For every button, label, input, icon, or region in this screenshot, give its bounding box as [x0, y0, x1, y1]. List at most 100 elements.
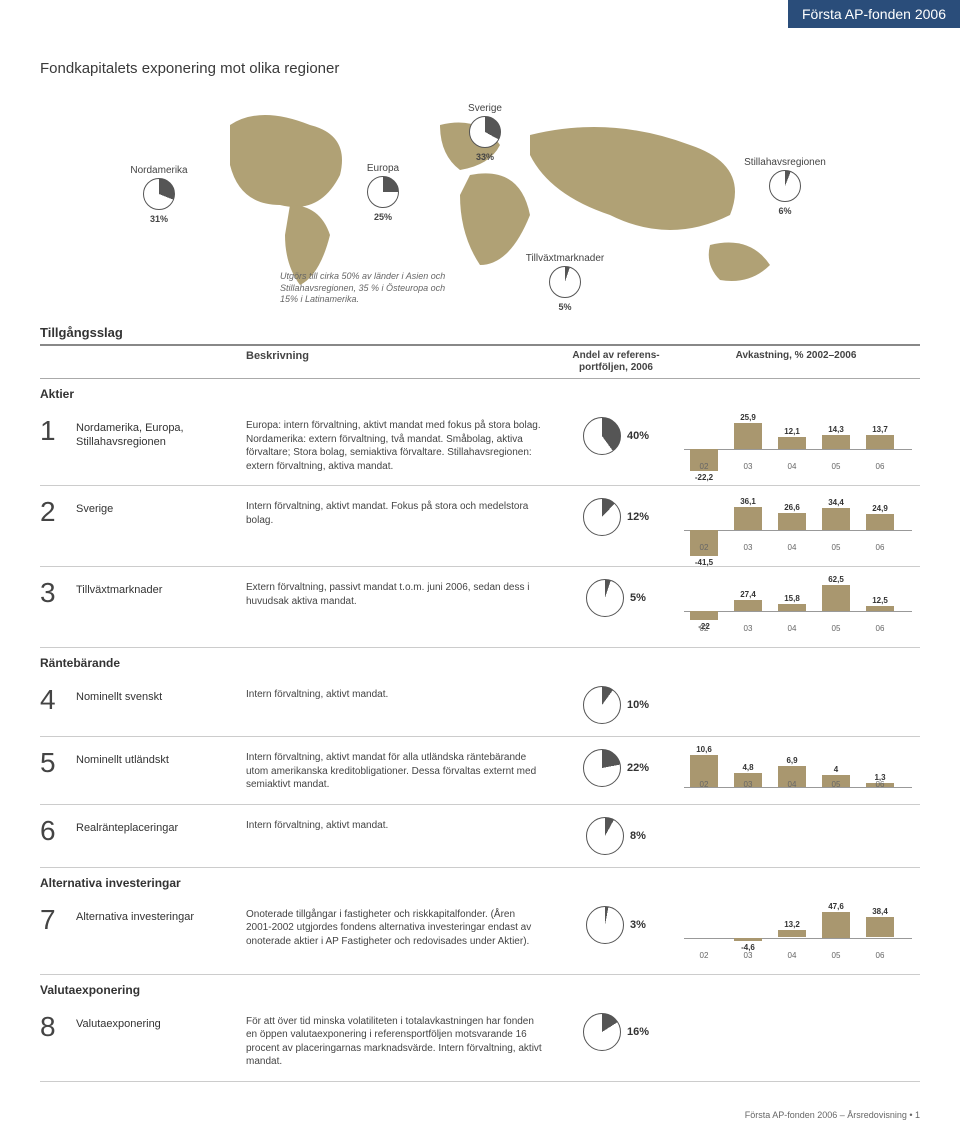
- bar-year-label: 06: [860, 462, 900, 471]
- row-number: 3: [40, 579, 76, 607]
- map-region-label: Nordamerika: [114, 165, 204, 176]
- row-share: 16%: [556, 1013, 676, 1051]
- row-description: För att över tid minska volatiliteten i …: [246, 1013, 556, 1069]
- table-header-row: Beskrivning Andel av referens­portföljen…: [40, 344, 920, 379]
- bar-rect: [778, 930, 806, 937]
- map-region-label: Europa: [338, 163, 428, 174]
- row-name: Tillväxtmarknader: [76, 579, 246, 597]
- bar-group: 405: [816, 751, 856, 777]
- bar-year-label: 02: [684, 462, 724, 471]
- share-pct-label: 3%: [630, 919, 646, 931]
- row-description: Intern förvaltning, aktivt mandat för al…: [246, 749, 556, 792]
- row-name: Nordamerika, Europa, Stillahavsregionen: [76, 417, 246, 450]
- mini-pie-icon: [367, 176, 399, 208]
- row-description: Intern förvaltning, aktivt mandat.: [246, 686, 556, 702]
- map-region-pct: 25%: [338, 212, 428, 222]
- bar-group: 25,903: [728, 419, 768, 459]
- col-header-avkastning: Avkastning, % 2002–2006: [676, 350, 916, 374]
- bar-value-label: 27,4: [728, 590, 768, 599]
- row-description: Europa: intern förvaltning, aktivt manda…: [246, 417, 556, 473]
- share-pie-icon: [586, 579, 624, 617]
- row-number: 2: [40, 498, 76, 526]
- bar-year-label: 06: [860, 624, 900, 633]
- row-share: 3%: [556, 906, 676, 944]
- bar-value-label: 24,9: [860, 504, 900, 513]
- map-region-label: Sverige: [440, 103, 530, 114]
- bar-year-label: 03: [728, 780, 768, 789]
- share-pie-icon: [586, 906, 624, 944]
- share-pct-label: 10%: [627, 699, 649, 711]
- group-title: Räntebärande: [40, 648, 920, 674]
- row-name: Nominellt svenskt: [76, 686, 246, 704]
- group-title: Alternativa investeringar: [40, 868, 920, 894]
- bar-group: 34,405: [816, 500, 856, 540]
- bar-year-label: 06: [860, 780, 900, 789]
- bar-group: 02: [684, 908, 724, 948]
- bar-group: 12,506: [860, 581, 900, 621]
- world-map-region: Nordamerika31%Europa25%Sverige33%Stillah…: [40, 85, 920, 315]
- row-return-chart: 02-4,60313,20447,60538,406: [676, 906, 916, 962]
- bar-year-label: 03: [728, 624, 768, 633]
- bar-value-label: -22,2: [684, 473, 724, 482]
- map-region-pct: 6%: [740, 206, 830, 216]
- bar-rect: [822, 585, 850, 611]
- bar-group: 4,803: [728, 751, 768, 777]
- bar-value-label: 12,5: [860, 596, 900, 605]
- bar-year-label: 04: [772, 462, 812, 471]
- share-pct-label: 16%: [627, 1026, 649, 1038]
- bar-group: 27,403: [728, 581, 768, 621]
- row-description: Intern förvaltning, aktivt mandat. Fokus…: [246, 498, 556, 527]
- mini-pie-icon: [549, 266, 581, 298]
- bar-value-label: 36,1: [728, 497, 768, 506]
- bar-group: 6,904: [772, 751, 812, 777]
- mini-pie-icon: [143, 178, 175, 210]
- table-row: 5Nominellt utländsktIntern förvaltning, …: [40, 737, 920, 805]
- row-share: 10%: [556, 686, 676, 724]
- bar-rect: [734, 507, 762, 530]
- row-return-chart: -220227,40315,80462,50512,506: [676, 579, 916, 635]
- share-pie-icon: [583, 749, 621, 787]
- map-region-pac: Stillahavsregionen 6%: [740, 157, 830, 216]
- tillgangsslag-heading: Tillgångsslag: [40, 325, 920, 340]
- table-row: 3TillväxtmarknaderExtern förvaltning, pa…: [40, 567, 920, 648]
- bar-year-label: 03: [728, 462, 768, 471]
- bar-value-label: 4,8: [728, 763, 768, 772]
- share-pie-icon: [583, 417, 621, 455]
- table-row: 7Alternativa investeringarOnoterade till…: [40, 894, 920, 975]
- bar-rect: [822, 435, 850, 449]
- map-region-eu: Europa 25%: [338, 163, 428, 222]
- bar-value-label: 34,4: [816, 498, 856, 507]
- bar-group: -41,502: [684, 500, 724, 540]
- row-return-chart: [676, 1013, 916, 1015]
- map-region-label: Stillahavsregionen: [740, 157, 830, 168]
- map-caption: Utgörs till cirka 50% av länder i Asien …: [280, 271, 460, 306]
- page-title: Fondkapitalets exponering mot olika regi…: [40, 60, 920, 77]
- row-return-chart: [676, 817, 916, 819]
- bar-rect: [822, 508, 850, 530]
- bar-value-label: -41,5: [684, 558, 724, 567]
- share-pct-label: 5%: [630, 592, 646, 604]
- share-pct-label: 12%: [627, 511, 649, 523]
- map-region-pct: 5%: [520, 302, 610, 312]
- row-number: 5: [40, 749, 76, 777]
- map-region-se: Sverige33%: [440, 103, 530, 162]
- row-share: 40%: [556, 417, 676, 455]
- bar-group: 38,406: [860, 908, 900, 948]
- bar-year-label: 04: [772, 624, 812, 633]
- bar-value-label: 25,9: [728, 413, 768, 422]
- table-row: 8ValutaexponeringFör att över tid minska…: [40, 1001, 920, 1082]
- bar-rect: [734, 600, 762, 611]
- row-return-chart: [676, 686, 916, 688]
- bar-group: -4,603: [728, 908, 768, 948]
- bar-value-label: 47,6: [816, 902, 856, 911]
- bar-value-label: 62,5: [816, 575, 856, 584]
- bar-rect: [866, 435, 894, 449]
- bar-rect: [734, 938, 762, 941]
- bar-value-label: 6,9: [772, 756, 812, 765]
- bar-group: -2202: [684, 581, 724, 621]
- bar-value-label: 13,2: [772, 920, 812, 929]
- group-title: Valutaexponering: [40, 975, 920, 1001]
- bar-year-label: 05: [816, 780, 856, 789]
- row-share: 5%: [556, 579, 676, 617]
- bar-year-label: 05: [816, 624, 856, 633]
